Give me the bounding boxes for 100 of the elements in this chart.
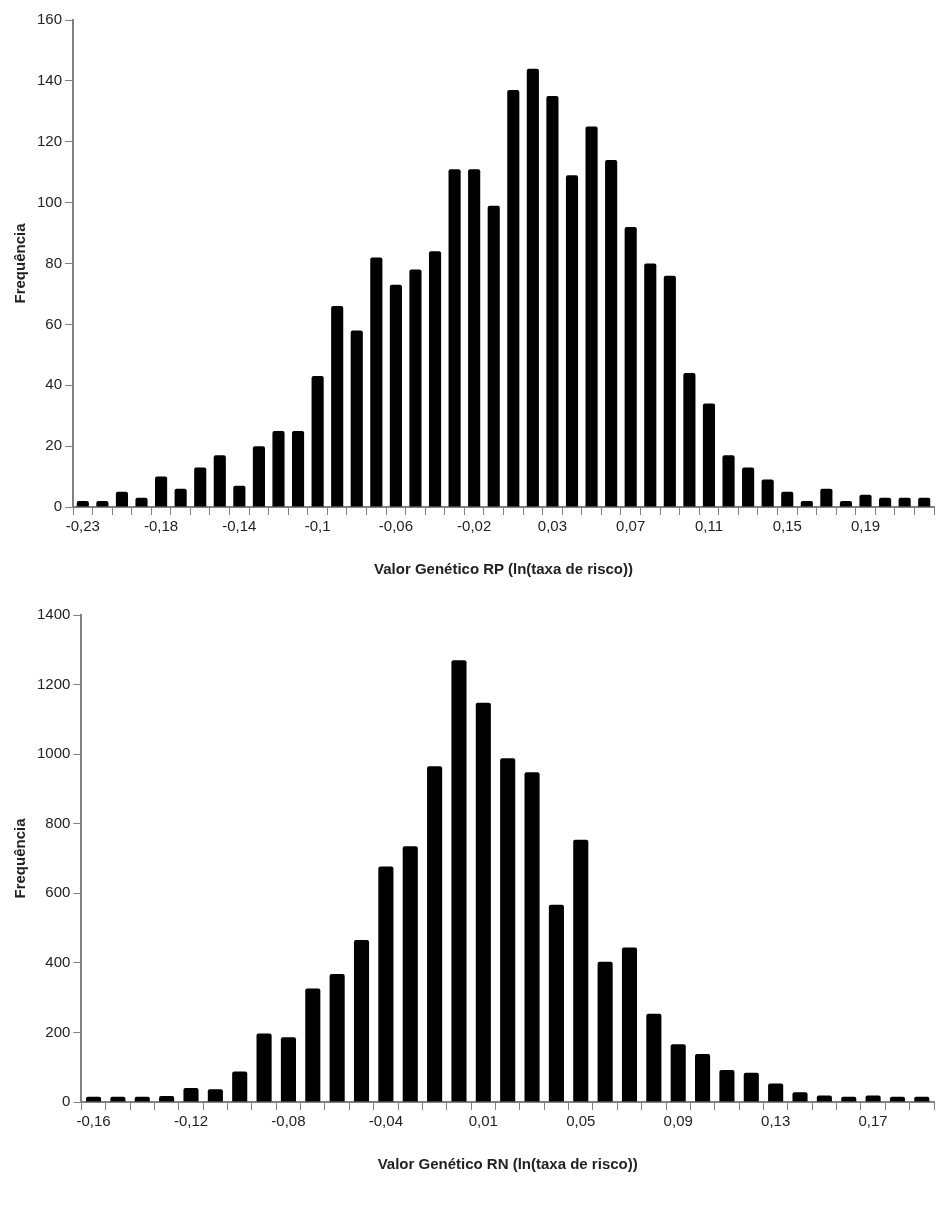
bar xyxy=(546,96,559,507)
bar xyxy=(526,68,539,507)
x-tick-label: 0,03 xyxy=(537,517,568,535)
bar xyxy=(207,1089,223,1102)
bar xyxy=(350,330,363,507)
x-tick-label: 0,01 xyxy=(468,1112,498,1130)
bar xyxy=(524,772,540,1102)
bar xyxy=(232,1071,248,1102)
x-tick-label: 0,05 xyxy=(566,1112,596,1130)
bar xyxy=(605,160,618,507)
bar xyxy=(898,497,911,507)
bar xyxy=(329,973,345,1102)
bar xyxy=(695,1054,711,1102)
bar xyxy=(115,491,129,507)
y-tick-label: 60 xyxy=(45,314,63,332)
x-tick-label: 0,09 xyxy=(663,1112,693,1130)
bar xyxy=(865,1095,881,1102)
bar xyxy=(194,467,207,507)
bar xyxy=(879,497,892,507)
bar xyxy=(272,430,285,507)
bar xyxy=(663,275,676,507)
bar xyxy=(585,126,598,507)
bar xyxy=(743,1072,759,1102)
x-axis-title: Valor Genético RN (ln(taxa de risco)) xyxy=(377,1155,638,1173)
bar xyxy=(174,488,187,507)
x-tick-label: -0,18 xyxy=(143,517,179,535)
bar xyxy=(428,251,442,507)
y-tick-label: 0 xyxy=(62,1092,71,1110)
x-tick-label: -0,1 xyxy=(304,517,331,535)
bar xyxy=(353,939,370,1102)
x-tick-label: -0,14 xyxy=(222,517,257,535)
x-tick-label: 0,15 xyxy=(772,517,802,535)
y-tick-label: 1200 xyxy=(36,674,71,692)
bar xyxy=(918,497,931,507)
bar xyxy=(468,169,481,507)
bar xyxy=(719,1070,735,1102)
bar xyxy=(548,904,564,1102)
y-tick-label: 0 xyxy=(53,497,63,515)
bar xyxy=(252,446,265,507)
bar xyxy=(311,376,324,507)
bar xyxy=(500,758,516,1102)
x-tick-label: 0,19 xyxy=(850,517,881,535)
bar xyxy=(378,866,394,1102)
bar xyxy=(475,702,491,1102)
x-axis-title: Valor Genético RP (ln(taxa de risco)) xyxy=(374,560,633,578)
bar xyxy=(427,766,443,1102)
y-tick-label: 200 xyxy=(45,1022,71,1040)
x-tick-label: -0,23 xyxy=(65,517,100,535)
bar xyxy=(213,455,226,507)
y-tick-label: 40 xyxy=(45,375,63,393)
y-tick-label: 400 xyxy=(45,953,71,970)
bar xyxy=(134,1096,150,1102)
x-tick-label: -0,08 xyxy=(271,1112,306,1130)
bar xyxy=(820,488,833,507)
bar xyxy=(110,1096,126,1102)
y-tick-label: 1400 xyxy=(36,605,71,623)
bar xyxy=(86,1096,102,1102)
y-tick-label: 140 xyxy=(37,71,63,89)
bar xyxy=(624,226,637,507)
y-tick-label: 600 xyxy=(45,883,71,901)
bar xyxy=(280,1037,296,1102)
bar xyxy=(256,1033,272,1102)
x-tick-label: 0,13 xyxy=(761,1112,791,1130)
x-tick-label: 0,11 xyxy=(694,517,724,535)
x-tick-label: -0,04 xyxy=(368,1112,403,1130)
y-tick-label: 800 xyxy=(45,813,71,831)
y-tick-label: 120 xyxy=(37,131,63,149)
x-tick-label: -0,06 xyxy=(378,517,413,535)
y-tick-label: 160 xyxy=(37,10,63,28)
bar xyxy=(761,479,774,507)
x-tick-label: 0,17 xyxy=(858,1112,888,1130)
bar xyxy=(155,476,168,507)
y-axis-title: Frequência xyxy=(11,817,29,899)
bar xyxy=(644,263,657,507)
bar xyxy=(409,269,422,507)
y-tick-label: 1000 xyxy=(36,744,71,762)
bar xyxy=(448,169,461,507)
bar xyxy=(670,1044,686,1102)
bar xyxy=(451,660,467,1102)
bar xyxy=(389,284,402,507)
bar xyxy=(370,257,383,507)
bar xyxy=(841,1096,857,1102)
y-axis-title: Frequência xyxy=(11,222,29,304)
bar xyxy=(233,485,246,507)
bar xyxy=(742,467,755,507)
bar xyxy=(305,988,321,1102)
bar xyxy=(291,430,305,507)
bar xyxy=(573,839,589,1102)
bar xyxy=(768,1083,784,1102)
bar xyxy=(159,1096,175,1102)
bar xyxy=(722,455,735,507)
bar xyxy=(859,494,872,507)
bar xyxy=(597,961,613,1102)
bar xyxy=(889,1096,906,1102)
bar xyxy=(781,491,794,507)
x-tick-label: -0,12 xyxy=(173,1112,209,1130)
bar xyxy=(183,1088,199,1102)
x-tick-label: -0,02 xyxy=(457,517,492,535)
bar xyxy=(487,205,500,507)
y-tick-label: 80 xyxy=(45,253,63,271)
